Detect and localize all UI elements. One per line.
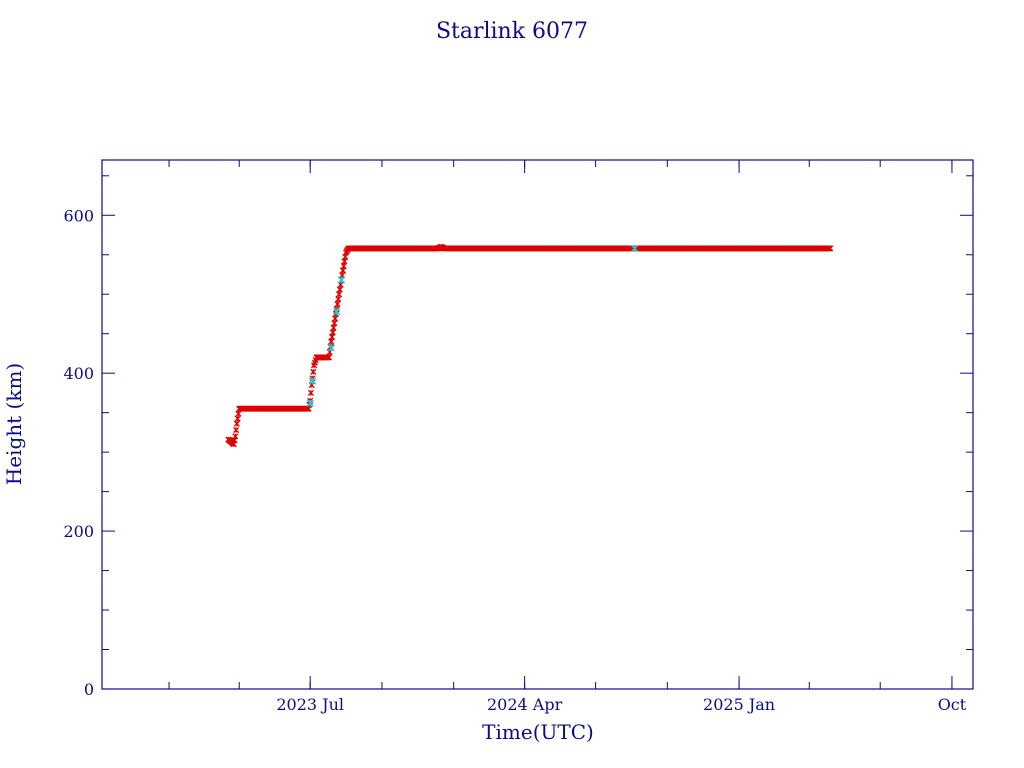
data-point	[330, 324, 337, 331]
main-series	[225, 243, 834, 448]
data-series	[225, 243, 834, 448]
data-point	[307, 389, 315, 396]
data-point	[827, 245, 834, 252]
data-point	[325, 354, 332, 361]
data-point	[329, 329, 336, 336]
data-point	[335, 296, 342, 303]
data-point	[310, 368, 317, 375]
data-point	[630, 244, 639, 253]
data-point	[233, 420, 240, 427]
y-tick-label: 400	[63, 364, 94, 383]
highlight-series	[306, 244, 639, 407]
x-tick-label: Oct	[938, 695, 967, 714]
y-tick-label: 200	[63, 522, 94, 541]
x-axis-label: Time(UTC)	[482, 720, 594, 744]
data-point	[334, 301, 341, 308]
data-point	[337, 276, 346, 284]
data-point	[235, 410, 242, 417]
data-point	[234, 415, 241, 422]
data-point	[340, 262, 347, 270]
data-point	[342, 253, 349, 260]
y-tick-label: 0	[84, 680, 94, 699]
data-point	[328, 333, 336, 341]
data-point	[332, 315, 339, 322]
data-point	[308, 377, 317, 385]
data-point	[306, 399, 314, 407]
x-tick-label: 2024 Apr	[487, 695, 563, 714]
data-point	[332, 307, 341, 316]
data-point	[331, 320, 338, 327]
x-tick-label: 2025 Jan	[703, 695, 775, 714]
data-point	[233, 426, 240, 434]
x-tick-label: 2023 Jul	[276, 695, 344, 714]
chart-title: Starlink 6077	[436, 19, 588, 44]
data-point	[336, 286, 343, 293]
axis-ticks	[102, 160, 973, 690]
data-point	[328, 338, 335, 345]
data-point	[335, 291, 343, 298]
data-point	[232, 433, 239, 440]
plot-frame	[101, 159, 974, 690]
x-tick-labels: 2023 Jul 2024 Apr 2025 Jan Oct	[276, 695, 966, 714]
data-point	[339, 267, 347, 274]
y-tick-label: 600	[63, 206, 94, 225]
y-tick-labels: 0 200 400 600	[63, 206, 94, 699]
data-point	[341, 258, 348, 265]
y-axis-label: Height (km)	[2, 363, 26, 485]
data-point	[327, 344, 335, 352]
